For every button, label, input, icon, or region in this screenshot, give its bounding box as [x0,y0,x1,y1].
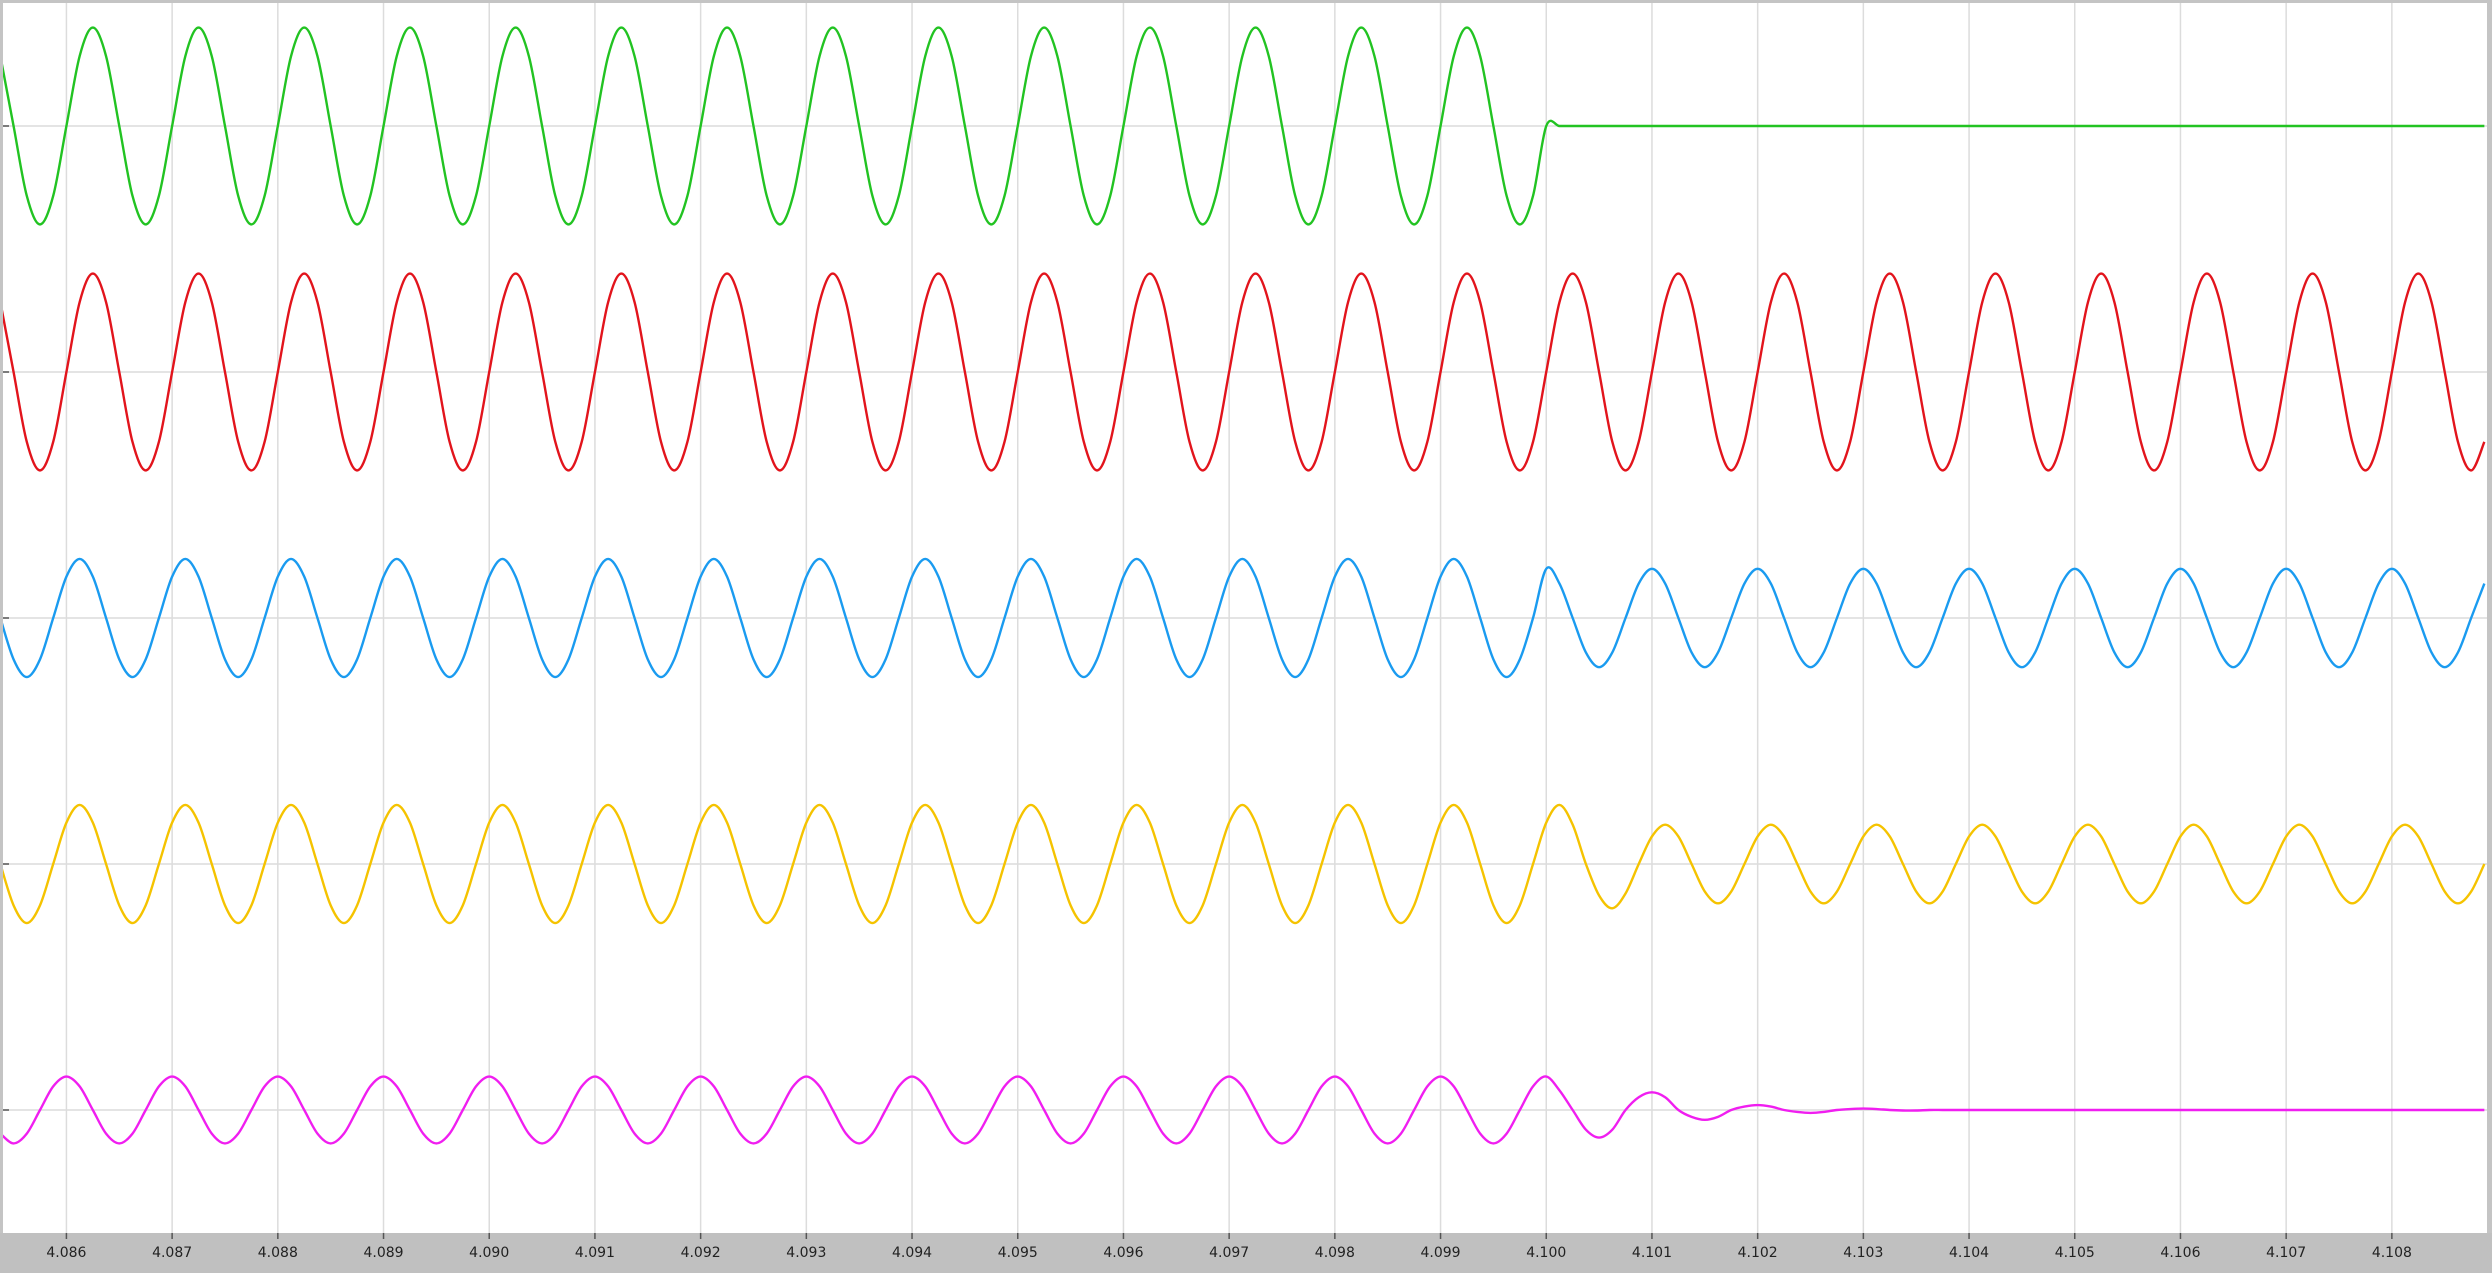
x-tick-label: 4.104 [1949,1245,1989,1261]
x-tick-label: 4.094 [892,1245,932,1261]
x-tick-label: 4.089 [363,1245,403,1261]
x-tick-label: 4.098 [1315,1245,1355,1261]
x-tick-label: 4.096 [1103,1245,1143,1261]
x-tick-label: 4.087 [152,1245,192,1261]
x-tick-label: 4.097 [1209,1245,1249,1261]
x-axis-strip [0,1233,2492,1273]
x-tick-label: 4.108 [2372,1245,2412,1261]
x-tick-label: 4.088 [258,1245,298,1261]
grid [3,3,2487,1239]
axis-labels: 4.086 4.087 4.088 4.089 4.090 4.091 4.092 4.093… [46,1245,2412,1261]
x-tick-label: 4.106 [2160,1245,2200,1261]
x-tick-label: 4.107 [2266,1245,2306,1261]
trace-line [3,272,2486,472]
x-tick-label: 4.099 [1421,1245,1461,1261]
x-tick-label: 4.090 [469,1245,509,1261]
x-tick-label: 4.092 [681,1245,721,1261]
trace-line [3,557,2486,679]
x-tick-label: 4.091 [575,1245,615,1261]
x-tick-label: 4.103 [1843,1245,1883,1261]
x-tick-label: 4.100 [1526,1245,1566,1261]
x-tick-label: 4.086 [46,1245,86,1261]
x-tick-label: 4.105 [2055,1245,2095,1261]
traces [3,26,2486,1145]
trace-line [3,26,2485,226]
trace-line [3,803,2486,925]
x-tick-label: 4.102 [1738,1245,1778,1261]
x-tick-label: 4.095 [998,1245,1038,1261]
x-tick-label: 4.093 [786,1245,826,1261]
trace-line [3,1075,2485,1145]
x-tick-label: 4.101 [1632,1245,1672,1261]
